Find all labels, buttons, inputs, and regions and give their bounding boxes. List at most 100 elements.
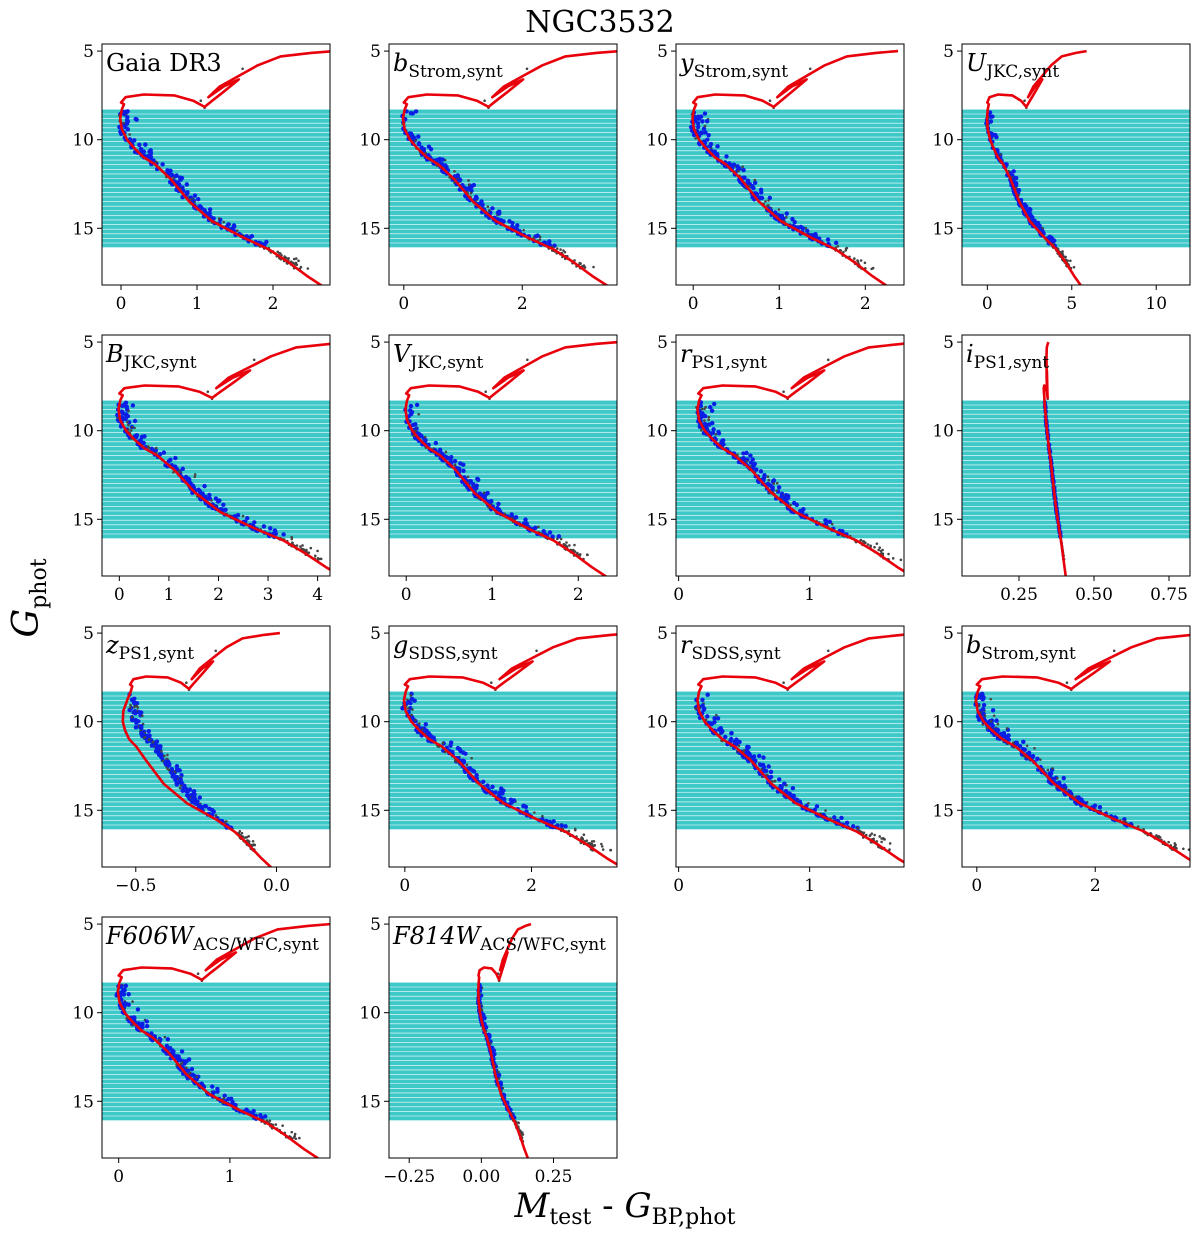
star-selected	[475, 476, 480, 481]
star-selected	[758, 187, 764, 192]
star-selected	[724, 154, 729, 159]
x-tick-label: 2	[1090, 876, 1101, 896]
star	[497, 1070, 500, 1074]
star-selected	[723, 734, 728, 740]
star	[441, 741, 445, 745]
x-tick-label: 0.25	[1000, 585, 1038, 605]
star-selected	[416, 134, 421, 139]
star	[844, 247, 848, 250]
star-selected	[192, 193, 198, 198]
star-selected	[156, 750, 161, 755]
star	[166, 753, 169, 757]
star	[411, 708, 414, 711]
star-selected	[189, 1066, 195, 1072]
star-selected	[195, 197, 201, 202]
star	[130, 425, 134, 429]
star-selected	[461, 468, 466, 474]
isochrone-line	[696, 342, 904, 573]
star-selected	[182, 1061, 187, 1066]
isochrone-line	[404, 340, 617, 576]
star-selected	[215, 1086, 220, 1092]
star	[294, 1137, 298, 1141]
star-selected	[249, 234, 255, 239]
star	[989, 720, 993, 723]
star-giant	[252, 358, 256, 362]
star-selected	[133, 717, 138, 723]
star-selected	[132, 433, 138, 439]
star	[1155, 834, 1158, 837]
panel-label: BJKC,synt	[105, 340, 197, 373]
star	[824, 809, 827, 812]
star	[301, 544, 304, 547]
star-selected	[231, 224, 237, 229]
x-tick-label: 0	[114, 585, 125, 605]
x-tick-label: 2	[213, 585, 224, 605]
star	[585, 839, 589, 842]
star-selected	[261, 524, 267, 529]
y-tick-label: 5	[83, 42, 94, 62]
star-selected	[490, 206, 495, 211]
panel-label-sub: JKC,synt	[122, 353, 197, 373]
star-selected	[748, 460, 754, 465]
star-selected	[703, 130, 708, 135]
star-selected	[844, 820, 850, 825]
star	[600, 845, 604, 848]
star-selected	[207, 492, 212, 498]
star	[1173, 844, 1177, 848]
star	[555, 247, 559, 250]
star	[753, 178, 757, 182]
panel-label-main: i	[966, 340, 974, 368]
star-selected	[147, 733, 152, 738]
star	[767, 478, 771, 482]
panel-label-main: r	[680, 631, 693, 659]
panel-label: gSDSS,synt	[393, 631, 498, 664]
figure-title: NGC3532	[525, 5, 675, 40]
x-tick-label: 0	[399, 876, 410, 896]
star	[573, 543, 576, 547]
star-selected	[695, 121, 701, 126]
star	[291, 261, 295, 265]
x-label-sec: G	[624, 1186, 651, 1226]
panel-label-sub: Strom,synt	[694, 62, 789, 82]
y-label-main: G	[6, 609, 47, 638]
star	[520, 1131, 524, 1134]
y-tick-label: 15	[932, 219, 954, 239]
star	[248, 840, 251, 843]
panel-label: VJKC,synt	[393, 340, 483, 373]
star-selected	[411, 135, 417, 141]
star	[143, 735, 147, 739]
star-selected	[158, 754, 164, 759]
y-tick-label: 5	[370, 333, 381, 353]
star	[307, 551, 311, 555]
axes-frame	[388, 43, 618, 286]
star-selected	[994, 727, 999, 733]
star-selected	[827, 519, 833, 525]
star-selected	[767, 195, 773, 201]
star-selected	[179, 780, 184, 785]
star-giant	[1042, 67, 1046, 71]
star	[694, 137, 697, 140]
star	[467, 183, 471, 186]
panel-label-sub: JKC,synt	[984, 62, 1059, 82]
star	[1056, 776, 1059, 780]
star-selected	[161, 450, 167, 455]
star	[875, 542, 879, 545]
panel-ujkc: 5 10 15 0 5 10 UJKC,synt	[932, 42, 1191, 314]
star-selected	[409, 696, 415, 702]
panel-f606w: 5 10 15 0 1 F606WACS/WFC,synt	[72, 915, 331, 1187]
star-selected	[751, 754, 757, 759]
star-selected	[133, 725, 139, 730]
star-selected	[177, 182, 182, 187]
star-selected	[410, 422, 416, 428]
y-tick-label: 10	[72, 422, 94, 442]
star	[567, 829, 571, 833]
star	[868, 834, 872, 838]
isochrone-line	[696, 633, 904, 864]
star-giant	[214, 649, 218, 653]
x-tick-label: 2	[517, 294, 528, 314]
star	[576, 551, 579, 555]
star-selected	[165, 1037, 171, 1042]
x-label-sec-sub: BP,phot	[652, 1205, 736, 1230]
star-selected	[547, 530, 553, 535]
